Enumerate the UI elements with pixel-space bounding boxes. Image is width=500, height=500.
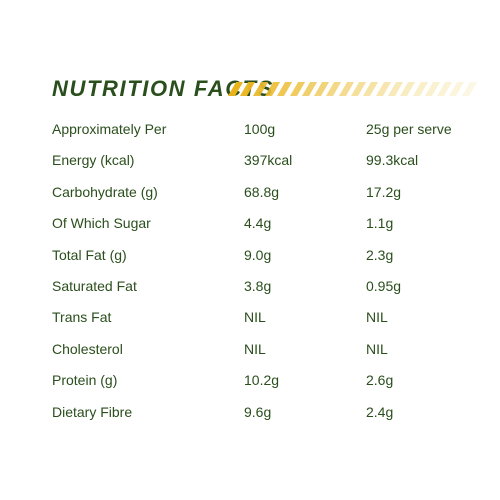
table-row: Trans Fat NIL NIL: [52, 304, 472, 335]
per-serve-value: 99.3kcal: [366, 152, 419, 169]
nutrition-header: NUTRITION FACTS: [52, 76, 477, 104]
nutrient-label: Saturated Fat: [52, 277, 137, 294]
nutrient-label: Protein (g): [52, 372, 118, 389]
nutrient-label: Total Fat (g): [52, 246, 127, 263]
table-row: Cholesterol NIL NIL: [52, 336, 472, 367]
decorative-stripes: [228, 82, 482, 96]
per-100g-value: NIL: [244, 309, 266, 326]
nutrient-label: Carbohydrate (g): [52, 183, 158, 200]
per-100g-value: 4.4g: [244, 215, 272, 232]
per-100g-value: 397kcal: [244, 152, 293, 169]
table-row: Total Fat (g) 9.0g 2.3g: [52, 242, 472, 273]
nutrient-label: Cholesterol: [52, 340, 123, 357]
per-serve-value: NIL: [366, 309, 388, 326]
nutrient-label: Approximately Per: [52, 121, 167, 137]
table-row: Saturated Fat 3.8g 0.95g: [52, 273, 472, 304]
per-100g-value: 68.8g: [244, 183, 280, 200]
per-serve-value: 1.1g: [366, 215, 394, 232]
per-100g-value: 100g: [244, 121, 276, 137]
table-row: Dietary Fibre 9.6g 2.4g: [52, 399, 472, 430]
per-100g-value: NIL: [244, 340, 266, 357]
table-row: Approximately Per 100g 25g per serve: [52, 116, 472, 147]
nutrient-label: Energy (kcal): [52, 152, 135, 169]
per-100g-value: 3.8g: [244, 277, 272, 294]
per-serve-value: 2.3g: [366, 246, 394, 263]
stripe-segment: [461, 82, 477, 96]
nutrition-table: Approximately Per 100g 25g per serve Energy…: [52, 116, 472, 430]
per-serve-value: 25g per serve: [366, 121, 452, 137]
table-row: Energy (kcal) 397kcal 99.3kcal: [52, 147, 472, 178]
per-serve-value: 2.4g: [366, 403, 394, 420]
per-100g-value: 9.6g: [244, 403, 272, 420]
per-serve-value: NIL: [366, 340, 388, 357]
table-row: Protein (g) 10.2g 2.6g: [52, 367, 472, 398]
nutrient-label: Trans Fat: [52, 309, 112, 326]
nutrient-label: Of Which Sugar: [52, 215, 151, 232]
per-100g-value: 10.2g: [244, 372, 280, 389]
per-serve-value: 17.2g: [366, 183, 402, 200]
per-100g-value: 9.0g: [244, 246, 272, 263]
per-serve-value: 0.95g: [366, 277, 402, 294]
per-serve-value: 2.6g: [366, 372, 394, 389]
table-row: Carbohydrate (g) 68.8g 17.2g: [52, 179, 472, 210]
nutrient-label: Dietary Fibre: [52, 403, 133, 420]
table-row: Of Which Sugar 4.4g 1.1g: [52, 210, 472, 241]
